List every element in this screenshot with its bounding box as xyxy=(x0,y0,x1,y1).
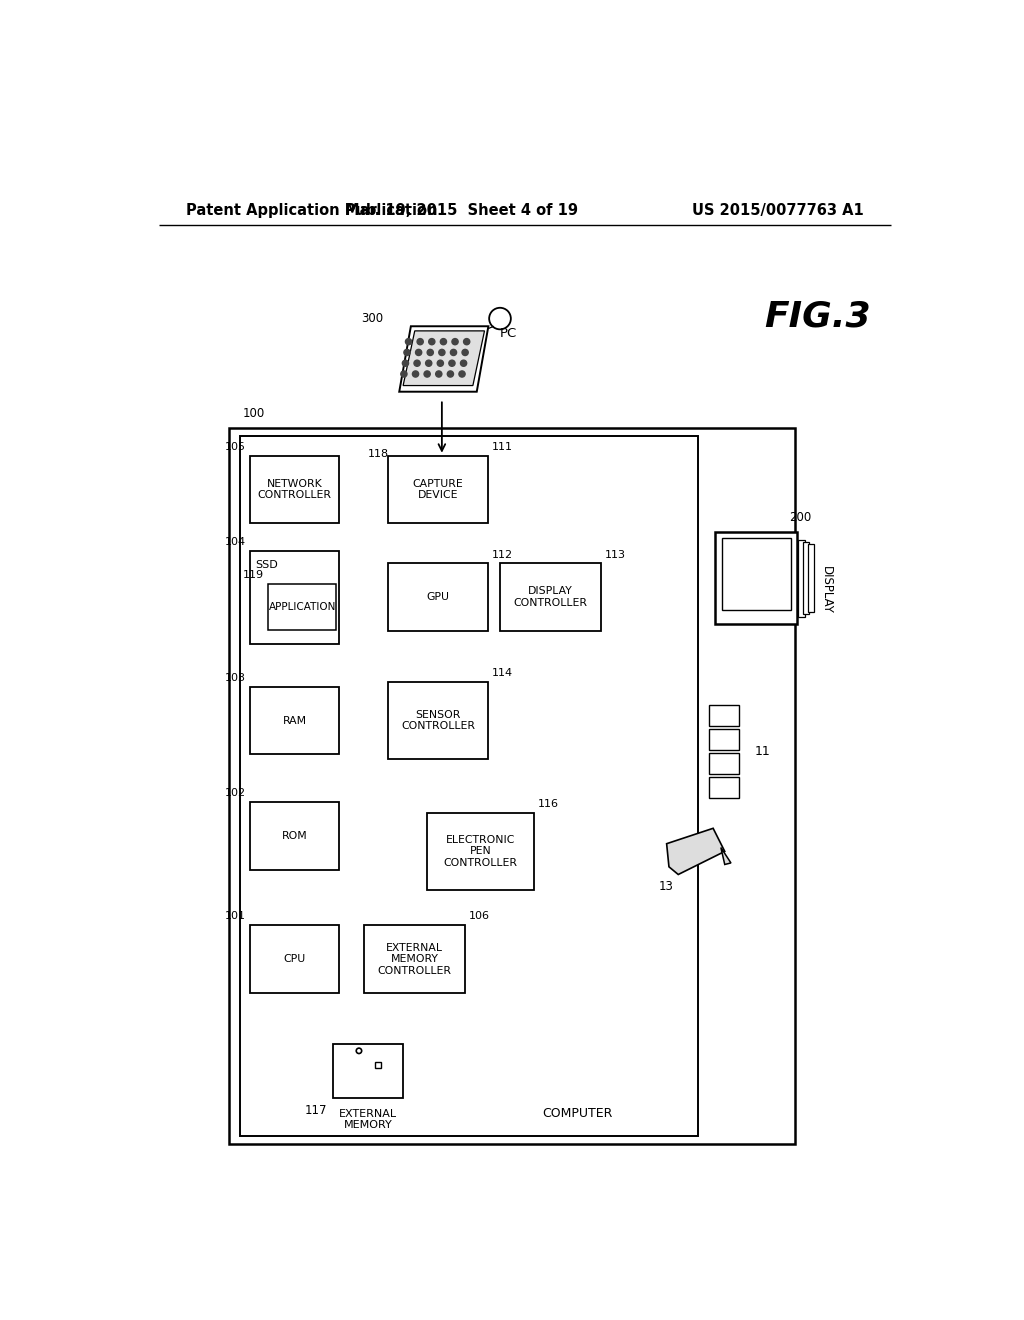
Circle shape xyxy=(440,339,446,345)
Text: 114: 114 xyxy=(493,668,513,678)
Text: 111: 111 xyxy=(493,442,513,451)
Text: EXTERNAL
MEMORY: EXTERNAL MEMORY xyxy=(339,1109,397,1130)
Bar xyxy=(388,564,488,631)
Bar xyxy=(427,813,535,890)
Text: 112: 112 xyxy=(493,549,513,560)
Bar xyxy=(250,803,339,870)
Text: 11: 11 xyxy=(755,744,771,758)
Text: Mar. 19, 2015  Sheet 4 of 19: Mar. 19, 2015 Sheet 4 of 19 xyxy=(345,203,578,218)
Bar xyxy=(250,686,339,755)
Circle shape xyxy=(451,350,457,355)
Circle shape xyxy=(447,371,454,378)
Bar xyxy=(375,1063,381,1068)
Text: 100: 100 xyxy=(243,407,265,420)
Circle shape xyxy=(406,339,412,345)
Circle shape xyxy=(435,371,442,378)
Circle shape xyxy=(426,360,432,367)
Text: 116: 116 xyxy=(538,799,559,809)
Bar xyxy=(250,552,339,644)
Circle shape xyxy=(462,350,468,355)
Circle shape xyxy=(417,339,423,345)
Bar xyxy=(710,776,738,797)
Text: FIG.3: FIG.3 xyxy=(765,300,871,333)
Circle shape xyxy=(403,350,410,355)
Bar xyxy=(500,564,601,631)
Text: CPU: CPU xyxy=(284,954,306,964)
Text: RAM: RAM xyxy=(283,715,306,726)
Text: APPLICATION: APPLICATION xyxy=(268,602,336,612)
Text: 13: 13 xyxy=(658,879,674,892)
Bar xyxy=(799,540,805,616)
Text: 300: 300 xyxy=(361,312,384,325)
Text: ROM: ROM xyxy=(282,832,307,841)
Bar xyxy=(365,925,465,993)
Text: 119: 119 xyxy=(244,570,264,581)
Polygon shape xyxy=(403,331,484,385)
Polygon shape xyxy=(667,829,725,874)
Text: 101: 101 xyxy=(225,912,246,921)
Text: SSD: SSD xyxy=(255,560,279,570)
Text: COMPUTER: COMPUTER xyxy=(543,1106,612,1119)
Text: 117: 117 xyxy=(305,1104,328,1117)
Circle shape xyxy=(402,360,409,367)
Text: EXTERNAL
MEMORY
CONTROLLER: EXTERNAL MEMORY CONTROLLER xyxy=(378,942,452,975)
Bar xyxy=(808,544,814,612)
Circle shape xyxy=(461,360,467,367)
Text: 118: 118 xyxy=(369,449,389,459)
Bar xyxy=(710,729,738,750)
Text: 200: 200 xyxy=(790,511,811,524)
Text: SENSOR
CONTROLLER: SENSOR CONTROLLER xyxy=(401,710,475,731)
Bar xyxy=(250,925,339,993)
Text: 105: 105 xyxy=(225,442,246,451)
Bar xyxy=(710,705,738,726)
Text: DISPLAY: DISPLAY xyxy=(820,566,833,614)
Bar xyxy=(250,455,339,524)
Circle shape xyxy=(413,371,419,378)
Bar xyxy=(722,539,791,610)
Circle shape xyxy=(449,360,455,367)
Circle shape xyxy=(400,371,407,378)
Text: 102: 102 xyxy=(225,788,246,799)
Circle shape xyxy=(424,371,430,378)
Bar xyxy=(716,532,797,624)
Text: ELECTRONIC
PEN
CONTROLLER: ELECTRONIC PEN CONTROLLER xyxy=(443,834,517,869)
Text: 104: 104 xyxy=(225,537,246,548)
Bar xyxy=(388,682,488,759)
Polygon shape xyxy=(399,326,488,392)
Circle shape xyxy=(416,350,422,355)
Circle shape xyxy=(438,350,445,355)
Bar xyxy=(228,428,795,1144)
Text: 106: 106 xyxy=(469,912,490,921)
Text: CAPTURE
DEVICE: CAPTURE DEVICE xyxy=(413,479,464,500)
Text: NETWORK
CONTROLLER: NETWORK CONTROLLER xyxy=(258,479,332,500)
Text: DISPLAY
CONTROLLER: DISPLAY CONTROLLER xyxy=(513,586,588,609)
Circle shape xyxy=(464,339,470,345)
Bar xyxy=(268,585,337,631)
Bar xyxy=(803,543,809,614)
Bar xyxy=(241,436,697,1137)
Bar xyxy=(334,1044,403,1098)
Text: 113: 113 xyxy=(604,549,626,560)
Text: Patent Application Publication: Patent Application Publication xyxy=(186,203,437,218)
Text: 103: 103 xyxy=(225,673,246,682)
Circle shape xyxy=(452,339,458,345)
Bar xyxy=(388,455,488,524)
Circle shape xyxy=(414,360,420,367)
Text: GPU: GPU xyxy=(427,593,450,602)
Text: PC: PC xyxy=(500,327,517,341)
Circle shape xyxy=(459,371,465,378)
Text: US 2015/0077763 A1: US 2015/0077763 A1 xyxy=(692,203,864,218)
Polygon shape xyxy=(721,847,731,865)
Circle shape xyxy=(437,360,443,367)
Circle shape xyxy=(427,350,433,355)
Circle shape xyxy=(429,339,435,345)
Bar xyxy=(710,752,738,774)
